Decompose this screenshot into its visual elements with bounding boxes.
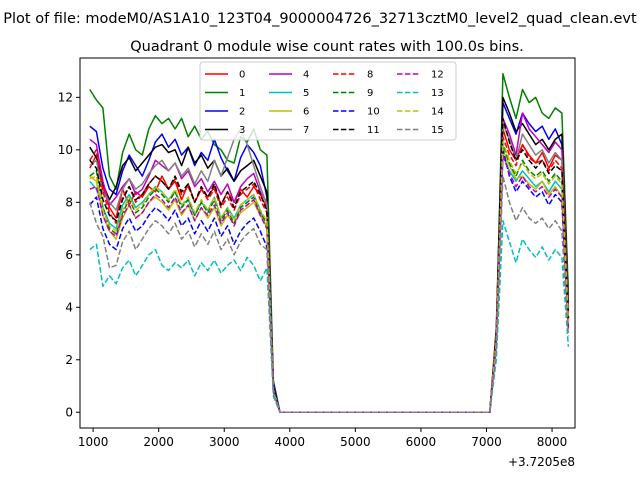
y-tick-label: 4 (65, 300, 73, 314)
y-tick-label: 12 (58, 90, 73, 104)
legend-label-15: 15 (431, 125, 444, 136)
y-tick-label: 0 (65, 405, 73, 419)
series-line-15 (89, 175, 570, 414)
legend-box (199, 61, 457, 141)
series-line-1 (89, 72, 570, 414)
legend-label-8: 8 (367, 70, 373, 81)
legend-label-9: 9 (367, 88, 373, 99)
legend-label-4: 4 (303, 70, 309, 81)
x-tick-label: 1000 (78, 435, 109, 449)
legend-label-10: 10 (367, 107, 380, 118)
legend-label-5: 5 (303, 88, 309, 99)
legend-label-7: 7 (303, 125, 309, 136)
series-line-13 (89, 219, 570, 414)
legend-label-13: 13 (431, 88, 444, 99)
series-line-8 (89, 135, 570, 414)
legend-label-3: 3 (239, 125, 245, 136)
series-line-10 (89, 149, 570, 414)
x-tick-label: 6000 (406, 435, 437, 449)
chart-suptitle: Plot of file: modeM0/AS1A10_123T04_90000… (3, 11, 637, 27)
legend-label-6: 6 (303, 107, 309, 118)
chart-title: Quadrant 0 module wise count rates with … (130, 39, 524, 55)
y-tick-label: 2 (65, 353, 73, 367)
x-axis: 1000 2000 3000 4000 5000 6000 7000 8000 (78, 428, 567, 449)
series-line-4 (89, 112, 570, 414)
y-tick-label: 6 (65, 248, 73, 262)
y-tick-label: 10 (58, 143, 73, 157)
series-layer (89, 72, 570, 414)
legend-label-14: 14 (431, 107, 444, 118)
y-tick-label: 8 (65, 195, 73, 209)
x-tick-label: 2000 (143, 435, 174, 449)
plot-frame (79, 57, 576, 429)
series-line-9 (89, 143, 570, 414)
x-offset-label: +3.7205e8 (508, 455, 575, 469)
series-line-3 (89, 96, 570, 414)
legend-label-0: 0 (239, 70, 245, 81)
series-line-11 (89, 117, 570, 414)
legend-label-1: 1 (239, 88, 245, 99)
legend-label-2: 2 (239, 107, 245, 118)
series-line-12 (89, 154, 570, 414)
x-tick-label: 4000 (275, 435, 306, 449)
x-tick-label: 8000 (537, 435, 568, 449)
x-tick-label: 7000 (471, 435, 502, 449)
y-axis: 0 2 4 6 8 10 12 (58, 90, 80, 419)
x-tick-label: 3000 (209, 435, 240, 449)
x-tick-label: 5000 (340, 435, 371, 449)
series-line-14 (89, 141, 570, 414)
legend-label-11: 11 (367, 125, 380, 136)
legend-label-12: 12 (431, 70, 444, 81)
series-line-7 (89, 122, 570, 414)
